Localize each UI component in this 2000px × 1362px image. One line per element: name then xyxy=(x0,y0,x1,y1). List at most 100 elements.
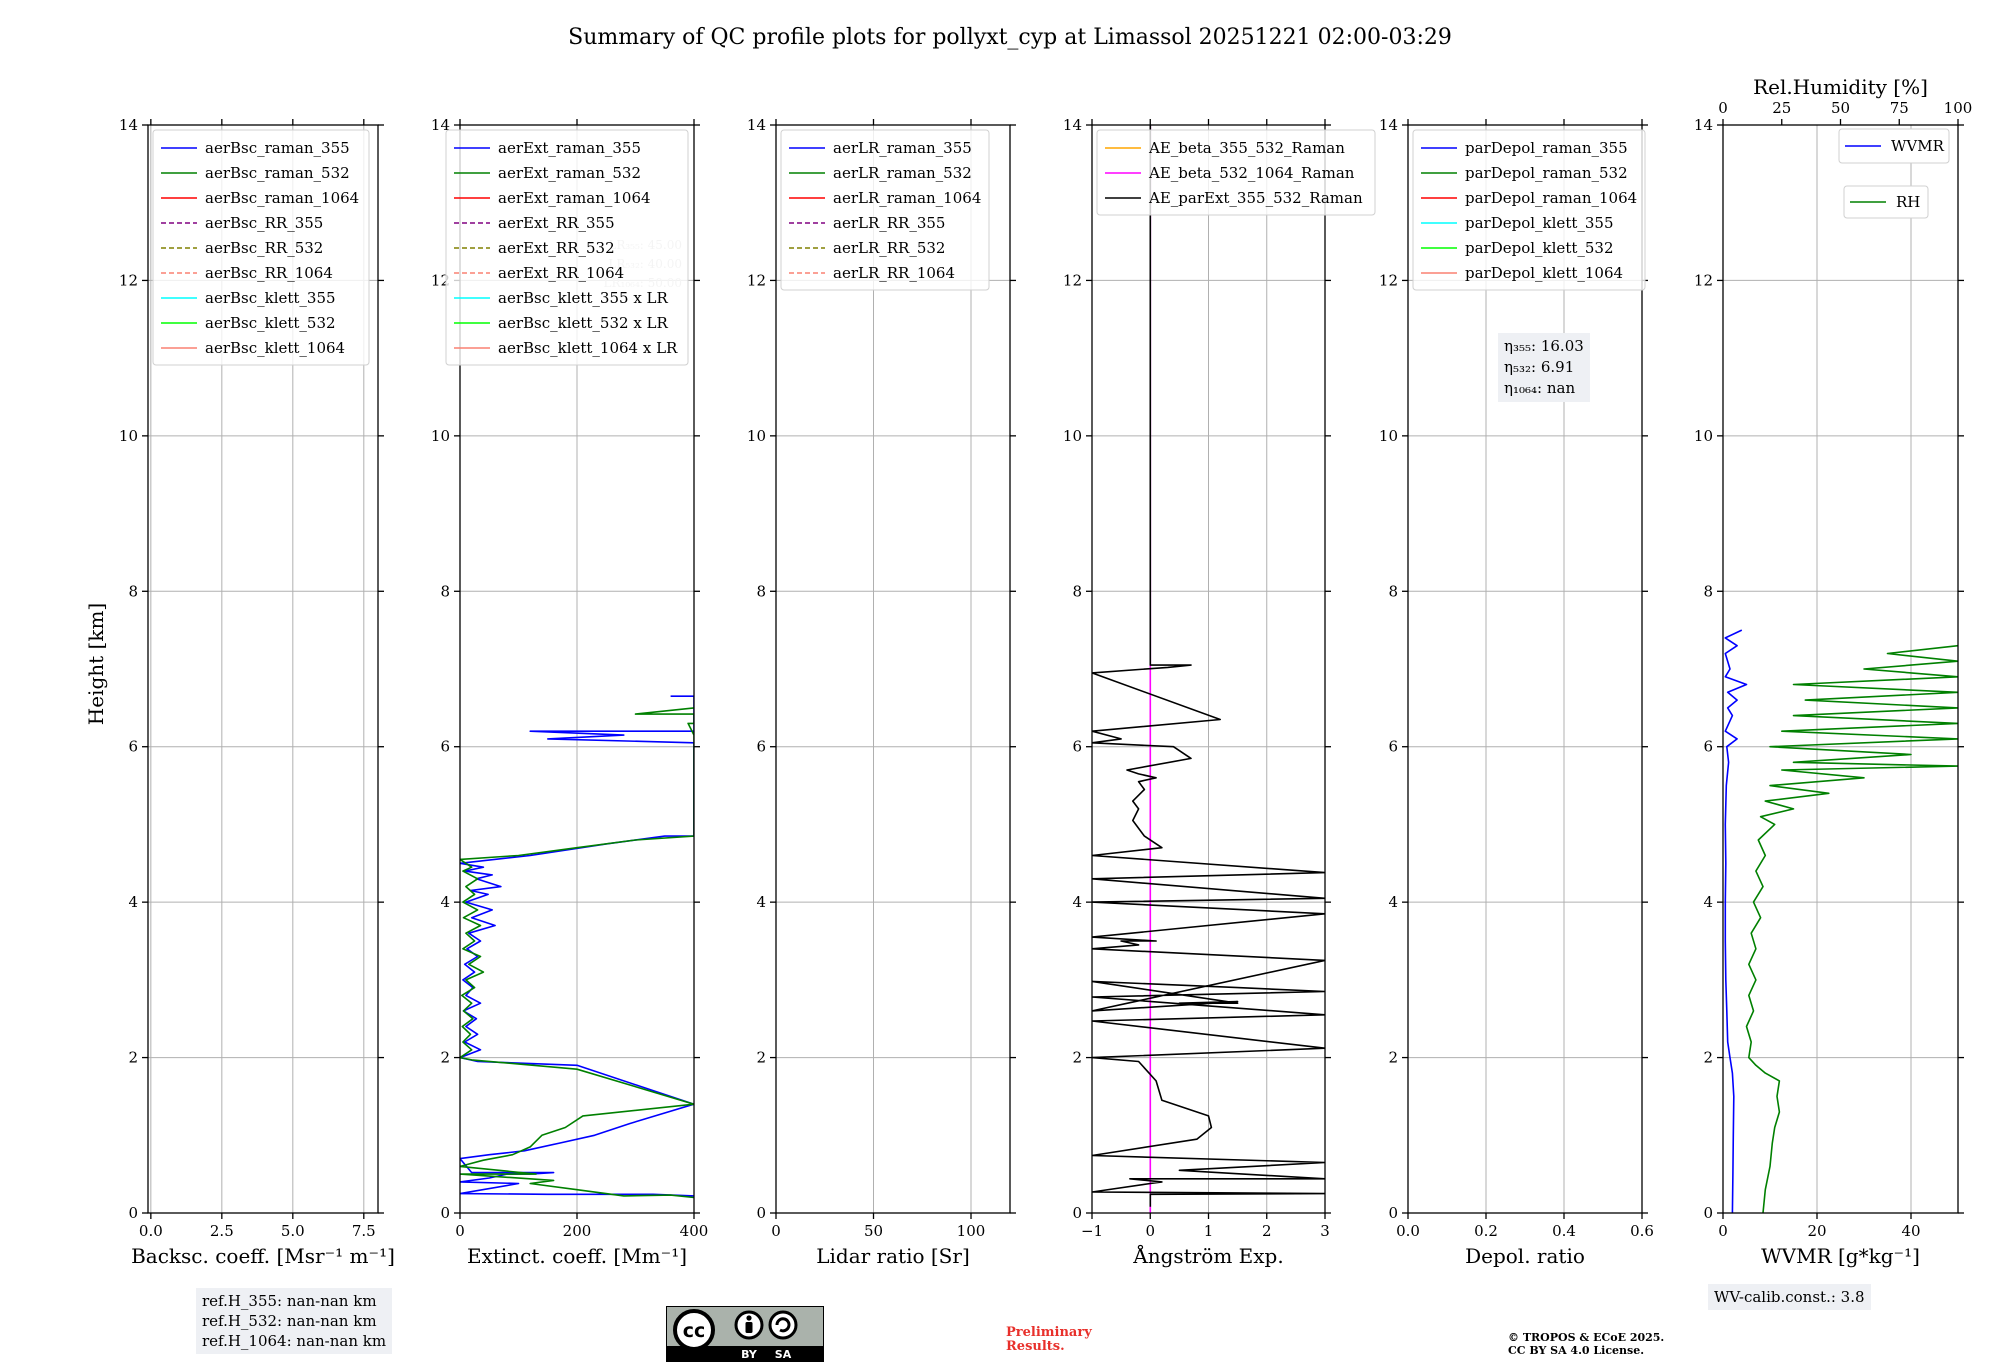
preliminary-line-1: Preliminary xyxy=(1006,1325,1092,1340)
x-tick-label: 7.5 xyxy=(352,1222,376,1240)
x-axis-label: Ångström Exp. xyxy=(1132,1243,1283,1268)
copyright-line-2: CC BY SA 4.0 License. xyxy=(1508,1344,1645,1357)
legend-box xyxy=(1096,129,1376,216)
y-tick-label: 2 xyxy=(1072,1049,1082,1067)
x-tick-label: 50 xyxy=(864,1222,883,1240)
panel-depol: 0.0 0.2 0.4 0.6 0 2 4 6 8 10 12 14 Depol. ratio parDe… xyxy=(1379,116,1654,1268)
y-tick-label: 6 xyxy=(1072,738,1082,756)
legend-label: parDepol_raman_1064 xyxy=(1465,189,1637,207)
x-tick-label: 40 xyxy=(1901,1222,1920,1240)
legend-label: RH xyxy=(1896,193,1920,211)
y-tick-label: 8 xyxy=(440,582,450,600)
x-tick-label: 100 xyxy=(957,1222,986,1240)
wv-calib-const: WV-calib.const.: 3.8 xyxy=(1714,1288,1865,1306)
y-tick-label: 8 xyxy=(1388,582,1398,600)
x-tick-label: 0.4 xyxy=(1552,1222,1576,1240)
legend-label: aerBsc_klett_1064 x LR xyxy=(498,339,678,357)
legend-lidar_ratio: aerLR_raman_355 aerLR_raman_532 aerLR_rama… xyxy=(780,129,990,291)
y-tick-label: 6 xyxy=(1388,738,1398,756)
y-tick-label: 14 xyxy=(747,116,766,134)
y-tick-label: 0 xyxy=(1388,1204,1398,1222)
preliminary-results-note: Preliminary Results. xyxy=(1006,1326,1092,1354)
preliminary-line-2: Results. xyxy=(1006,1339,1065,1354)
panel-backscatter: 0.0 2.5 5.0 7.5 0 2 4 6 8 10 12 14 Backsc. coeff. [M… xyxy=(119,116,395,1268)
y-tick-label: 10 xyxy=(431,427,450,445)
ref-height-355: ref.H_355: nan-nan km xyxy=(202,1292,377,1310)
legend-depol: parDepol_raman_355 parDepol_raman_532 parD… xyxy=(1412,129,1646,291)
copyright-note: © TROPOS & ECoE 2025. CC BY SA 4.0 Licen… xyxy=(1508,1331,1664,1357)
legend-label: aerExt_raman_1064 xyxy=(498,189,651,207)
y-tick-label: 4 xyxy=(440,893,450,911)
legend-label: aerBsc_klett_532 xyxy=(205,314,336,332)
eta-1064: η₁₀₆₄: nan xyxy=(1504,379,1576,397)
y-tick-label: 0 xyxy=(440,1204,450,1222)
x-tick-label: 5.0 xyxy=(281,1222,305,1240)
axes-frame-backscatter xyxy=(147,124,379,1214)
x-tick-label: 0 xyxy=(1145,1222,1155,1240)
legend-box xyxy=(1838,128,1950,164)
y-tick-label: 6 xyxy=(440,738,450,756)
top-x-axis-label: Rel.Humidity [%] xyxy=(1753,75,1928,99)
y-tick-label: 14 xyxy=(119,116,138,134)
y-tick-label: 4 xyxy=(1388,893,1398,911)
series-WVMR xyxy=(1724,629,1748,1213)
x-axis-label: Depol. ratio xyxy=(1465,1244,1585,1268)
top-x-tick-label: 50 xyxy=(1831,99,1850,117)
figure-title: Summary of QC profile plots for pollyxt_… xyxy=(568,25,1452,50)
series-aerExt_raman_532 xyxy=(460,707,694,1199)
legend-label: AE_parExt_355_532_Raman xyxy=(1148,189,1363,207)
x-tick-label: 200 xyxy=(563,1222,592,1240)
top-x-tick-label: 75 xyxy=(1890,99,1909,117)
y-tick-label: 14 xyxy=(1379,116,1398,134)
axes-frame-wvmr xyxy=(1722,124,1959,1214)
legend-extinction: aerExt_raman_355 aerExt_raman_532 aerExt_r… xyxy=(445,129,689,366)
y-tick-label: 0 xyxy=(1072,1204,1082,1222)
ref-height-1064: ref.H_1064: nan-nan km xyxy=(202,1332,387,1350)
cc-badge-cc: cc xyxy=(683,1320,706,1342)
legend-label: WVMR xyxy=(1891,137,1945,155)
y-tick-label: 6 xyxy=(756,738,766,756)
y-tick-label: 10 xyxy=(1063,427,1082,445)
x-tick-label: 400 xyxy=(680,1222,709,1240)
top-x-tick-label: 100 xyxy=(1944,99,1973,117)
legend-label: aerLR_RR_532 xyxy=(833,239,945,257)
x-tick-label: 0.2 xyxy=(1474,1222,1498,1240)
y-tick-label: 8 xyxy=(756,582,766,600)
legend-box xyxy=(1412,129,1646,291)
wv-calib-box: WV-calib.const.: 3.8 xyxy=(1708,1284,1871,1310)
legend-label: aerLR_raman_532 xyxy=(833,164,972,182)
y-tick-label: 2 xyxy=(756,1049,766,1067)
y-tick-label: 2 xyxy=(1388,1049,1398,1067)
y-tick-label: 8 xyxy=(128,582,138,600)
x-tick-label: −1 xyxy=(1081,1222,1103,1240)
copyright-line-1: © TROPOS & ECoE 2025. xyxy=(1508,1331,1665,1344)
y-tick-label: 0 xyxy=(1703,1204,1713,1222)
legend-backscatter: aerBsc_raman_355 aerBsc_raman_532 aerBsc_r… xyxy=(152,129,370,366)
y-tick-label: 2 xyxy=(1703,1049,1713,1067)
legend-label: aerBsc_RR_1064 xyxy=(205,264,333,282)
legend-label: aerLR_raman_1064 xyxy=(833,189,981,207)
y-tick-label: 12 xyxy=(747,271,766,289)
y-tick-label: 8 xyxy=(1703,582,1713,600)
series-group-angstrom xyxy=(1092,125,1325,1213)
legend-label: aerLR_RR_1064 xyxy=(833,264,955,282)
legend-label: aerExt_RR_355 xyxy=(498,214,615,232)
legend-label: aerBsc_RR_355 xyxy=(205,214,323,232)
y-tick-label: 10 xyxy=(747,427,766,445)
y-tick-label: 12 xyxy=(119,271,138,289)
y-tick-label: 4 xyxy=(128,893,138,911)
x-tick-label: 2.5 xyxy=(210,1222,234,1240)
x-tick-label: 0 xyxy=(455,1222,465,1240)
y-tick-label: 8 xyxy=(1072,582,1082,600)
legend-box xyxy=(152,129,370,366)
panel-lidar_ratio: 0 50 100 0 2 4 6 8 10 12 14 Lidar ratio [Sr] aerLR_r… xyxy=(747,116,1016,1268)
y-tick-label: 4 xyxy=(1703,893,1713,911)
top-x-tick-label: 0 xyxy=(1718,99,1728,117)
cc-badge-sa: SA xyxy=(775,1348,792,1361)
series-group-wvmr xyxy=(1724,629,1958,1213)
y-axis-label: Height [km] xyxy=(84,603,108,725)
legend-label: aerExt_RR_1064 xyxy=(498,264,624,282)
y-tick-label: 4 xyxy=(756,893,766,911)
